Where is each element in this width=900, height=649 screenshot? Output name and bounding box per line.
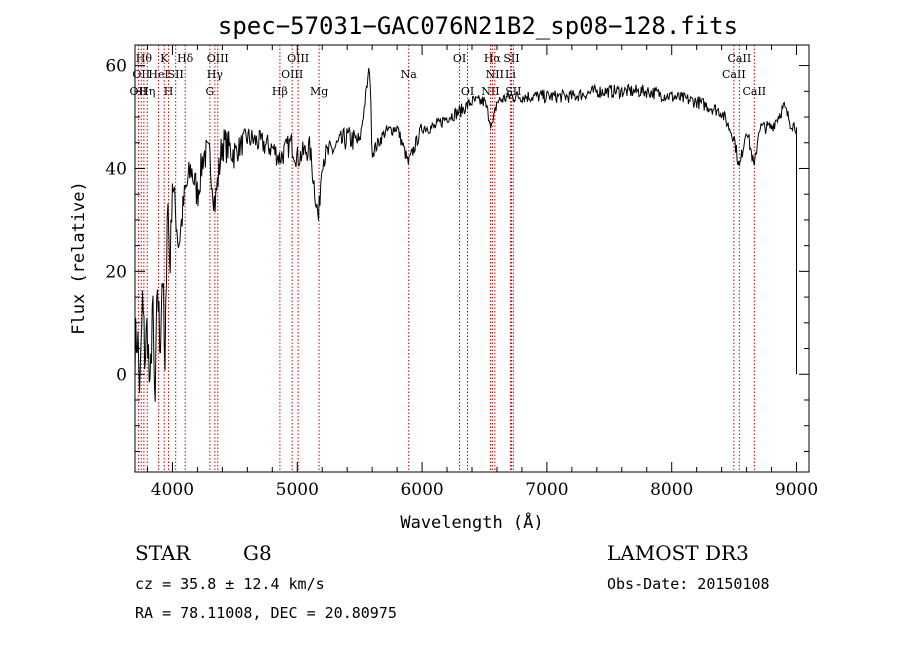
line-marker-label: Hα [484,52,502,65]
x-axis-label: Wavelength (Å) [400,511,543,533]
line-marker-label: Na [401,68,418,81]
line-marker-label: OIII [287,52,309,65]
object-subclass: G8 [243,541,272,565]
x-tick-label: 9000 [775,480,818,500]
line-marker-label: OI [461,85,474,98]
x-tick-label: 7000 [525,480,568,500]
line-marker-label: SII [503,52,519,65]
spectrum-line [134,68,797,402]
y-tick-label: 20 [105,262,127,282]
line-markers: OIIOIIHθHηHeIKHSIIHδGHγOIIIHβOIIIOIIIMgN… [130,45,766,472]
x-tick-label: 6000 [400,480,443,500]
line-marker-label: Hβ [272,85,288,98]
line-marker-label: Hγ [207,68,224,81]
line-marker-label: Hη [139,85,155,98]
obs-date-text: Obs-Date: 20150108 [607,575,770,593]
y-tick-label: 40 [105,159,127,179]
chart-title: spec−57031−GAC076N21B2_sp08−128.fits [218,12,738,40]
y-tick-label: 0 [116,365,127,385]
line-marker-label: CaII [728,52,752,65]
line-marker-label: HeI [148,68,168,81]
line-marker-label: CaII [722,68,746,81]
line-marker-label: Mg [310,85,328,98]
line-marker-label: Hθ [136,52,153,65]
line-marker-label: K [160,52,169,65]
line-marker-label: OI [453,52,466,65]
line-marker-label: Hδ [177,52,194,65]
line-marker-label: OIII [207,52,229,65]
line-marker-label: NII [481,85,499,98]
object-class: STAR [135,541,191,565]
axis-ticks: 4000 5000 6000 7000 8000 9000 0 20 40 60 [105,45,818,500]
x-tick-label: 8000 [650,480,693,500]
plot-frame [134,44,810,473]
redshift-text: cz = 35.8 ± 12.4 km/s [135,575,325,593]
line-marker-label: SII [168,68,184,81]
line-marker-label: OIII [281,68,303,81]
survey-name: LAMOST DR3 [607,541,749,565]
line-marker-label: G [205,85,214,98]
line-marker-label: Li [505,68,516,81]
line-marker-label: H [164,85,174,98]
x-tick-label: 5000 [276,480,319,500]
line-marker-label: NII [486,68,504,81]
line-marker-label: CaII [742,85,766,98]
line-marker-label: OII [132,68,150,81]
x-tick-label: 4000 [151,480,194,500]
y-tick-label: 60 [105,57,127,77]
y-axis-label: Flux (relative) [69,181,89,335]
radec-text: RA = 78.11008, DEC = 20.80975 [135,604,397,622]
